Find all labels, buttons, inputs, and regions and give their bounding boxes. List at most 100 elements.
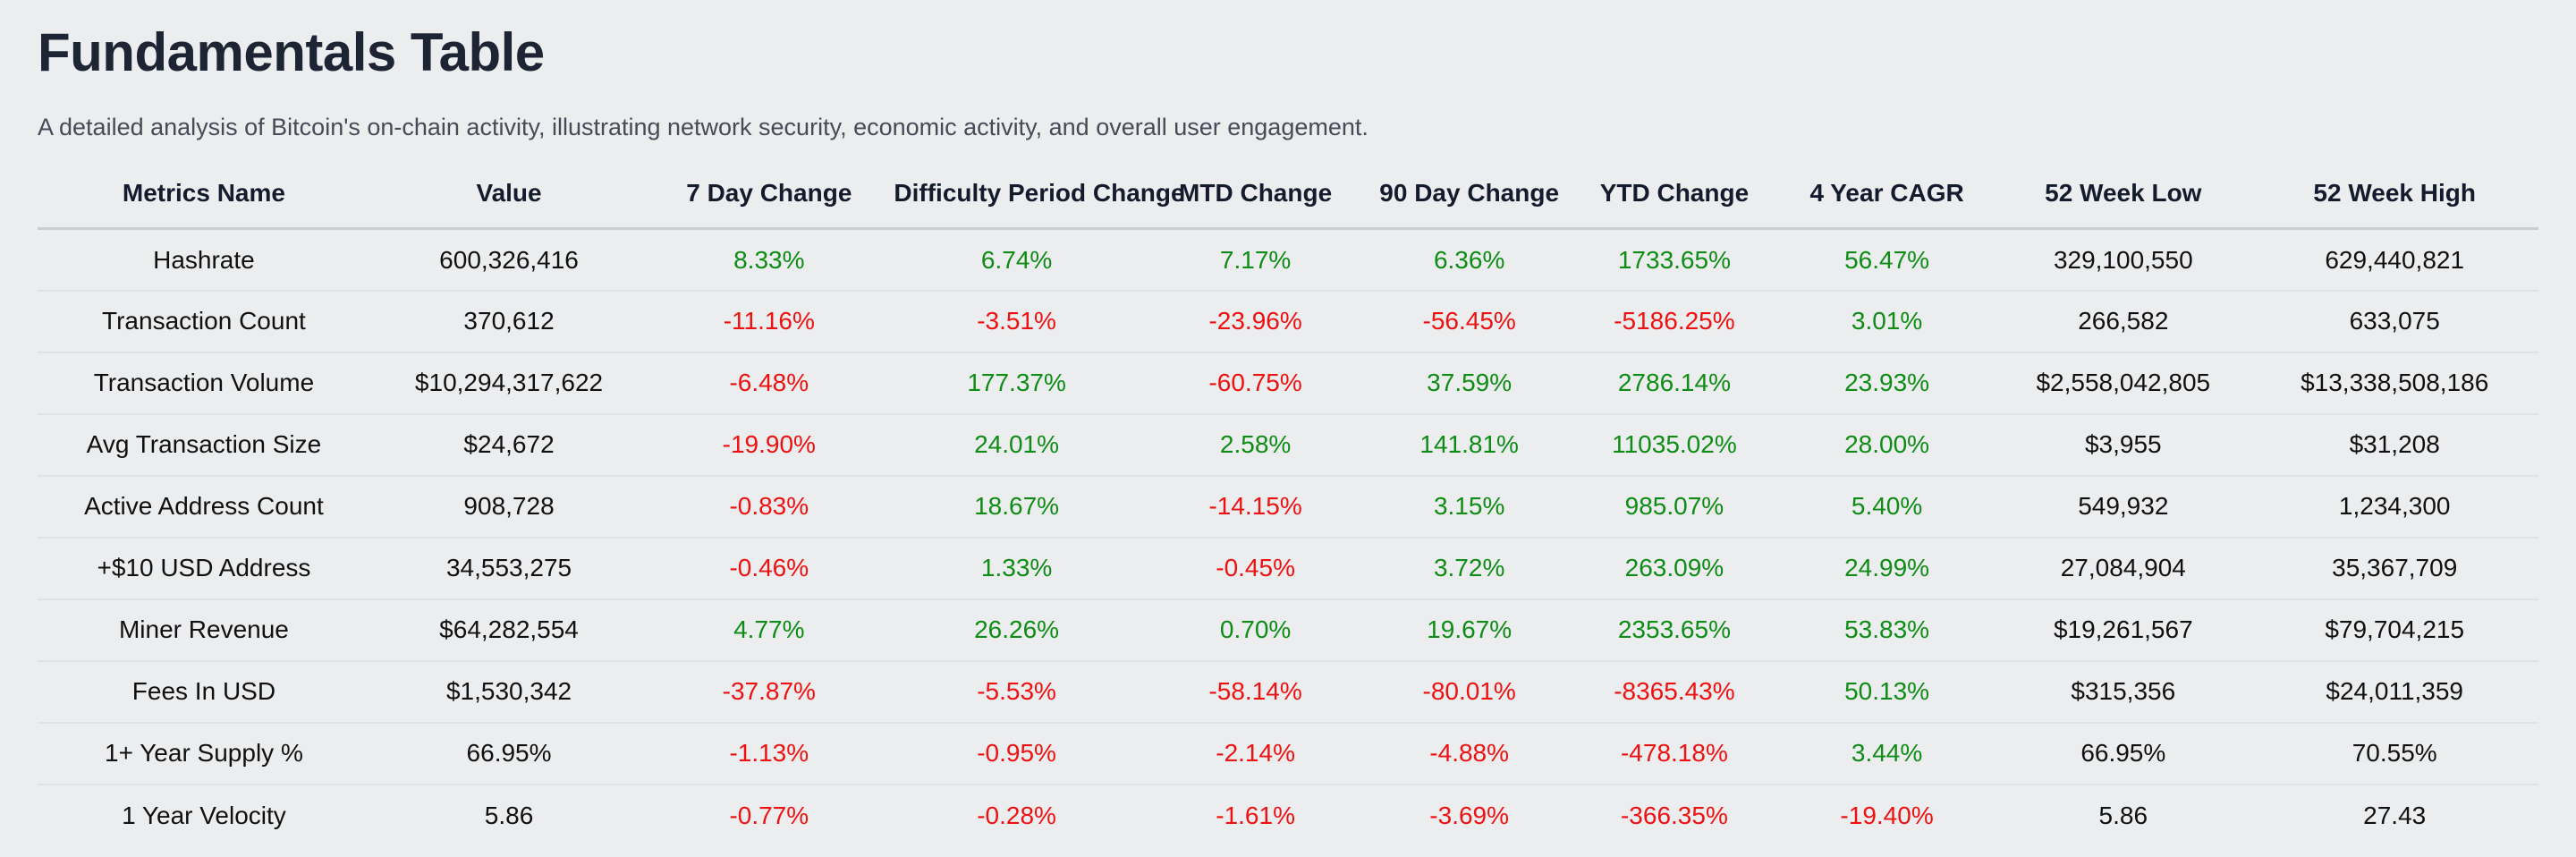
- metric-name-cell: Miner Revenue: [38, 598, 370, 662]
- metric-value-cell: -0.45%: [1142, 537, 1368, 600]
- metric-value-cell: 53.83%: [1777, 598, 1996, 662]
- metric-value-cell: 66.95%: [369, 722, 648, 785]
- page-subtitle: A detailed analysis of Bitcoin's on-chai…: [38, 114, 1368, 140]
- table-row: +$10 USD Address 34,553,275 -0.46% 1.33% -0.…: [38, 537, 2538, 600]
- metric-value-cell: 6.74%: [890, 228, 1143, 292]
- metric-value-cell: -0.28%: [977, 801, 1056, 829]
- metric-value-cell: -1.61%: [1216, 801, 1295, 829]
- metric-value-cell: 24.99%: [1777, 537, 1996, 600]
- metric-value-cell: 24.01%: [890, 413, 1143, 477]
- metric-value-cell: -14.15%: [1142, 475, 1368, 539]
- metric-value-cell: -0.46%: [648, 537, 891, 600]
- metric-value-cell: 266,582: [1996, 290, 2251, 353]
- column-header-52-week-high[interactable]: 52 Week High: [2250, 174, 2538, 231]
- metric-value-cell: 1.33%: [890, 537, 1143, 600]
- metric-value-cell: 66.95%: [1996, 722, 2251, 785]
- table-row: Transaction Volume $10,294,317,622 -6.48% 1…: [38, 352, 2538, 415]
- metric-value-cell: 11035.02%: [1570, 413, 1778, 477]
- table-row: 1 Year Velocity 5.86 -0.77% -0.28% -1.61% -3.…: [38, 785, 2538, 846]
- metric-value-cell: 1,234,300: [2250, 475, 2538, 539]
- metric-value-cell: -5.53%: [890, 660, 1143, 724]
- metric-value-cell: 3.44%: [1777, 722, 1996, 785]
- metric-value-cell: 370,612: [369, 290, 648, 353]
- metric-name-cell: Fees In USD: [38, 660, 370, 724]
- table-row: Hashrate 600,326,416 8.33% 6.74% 7.17% 6.36% 1…: [38, 228, 2538, 292]
- metric-value-cell: -19.40%: [1840, 801, 1934, 829]
- column-header-90-day-change[interactable]: 90 Day Change: [1368, 174, 1571, 231]
- metric-value-cell: $64,282,554: [369, 598, 648, 662]
- metric-value-cell: 18.67%: [890, 475, 1143, 539]
- metric-value-cell: -37.87%: [648, 660, 891, 724]
- metric-value-cell: 141.81%: [1368, 413, 1571, 477]
- metric-value-cell: 34,553,275: [369, 537, 648, 600]
- metric-value-cell: 8.33%: [648, 228, 891, 292]
- column-header-mtd-change[interactable]: MTD Change: [1142, 174, 1368, 231]
- metric-value-cell: 26.26%: [890, 598, 1143, 662]
- metric-value-cell: 0.70%: [1142, 598, 1368, 662]
- metric-value-cell: 70.55%: [2250, 722, 2538, 785]
- metric-value-cell: 633,075: [2250, 290, 2538, 353]
- table-row: Miner Revenue $64,282,554 4.77% 26.26% 0.70%…: [38, 598, 2538, 662]
- table-row: Active Address Count 908,728 -0.83% 18.67% -…: [38, 475, 2538, 539]
- column-header-4-year-cagr[interactable]: 4 Year CAGR: [1777, 174, 1996, 231]
- metric-value-cell: 56.47%: [1777, 228, 1996, 292]
- metric-value-cell: -3.51%: [890, 290, 1143, 353]
- metric-value-cell: 985.07%: [1570, 475, 1778, 539]
- metric-value-cell: -56.45%: [1368, 290, 1571, 353]
- metric-value-cell: 37.59%: [1368, 352, 1571, 415]
- table-body: Hashrate 600,326,416 8.33% 6.74% 7.17% 6.36% 1…: [38, 228, 2538, 846]
- metric-value-cell: 2786.14%: [1570, 352, 1778, 415]
- metric-value-cell: -8365.43%: [1570, 660, 1778, 724]
- metric-value-cell: 2.58%: [1142, 413, 1368, 477]
- column-header-difficulty-period-change[interactable]: Difficulty Period Change: [890, 174, 1185, 231]
- metric-value-cell: 7.17%: [1142, 228, 1368, 292]
- table-row: Avg Transaction Size $24,672 -19.90% 24.01%…: [38, 413, 2538, 477]
- column-header-52-week-low[interactable]: 52 Week Low: [1996, 174, 2251, 231]
- metric-value-cell: -19.90%: [648, 413, 891, 477]
- metric-value-cell: $10,294,317,622: [369, 352, 648, 415]
- metric-value-cell: -0.77%: [729, 801, 809, 829]
- metric-value-cell: -5186.25%: [1570, 290, 1778, 353]
- metric-value-cell: -6.48%: [648, 352, 891, 415]
- metric-name-cell: Avg Transaction Size: [38, 413, 370, 477]
- metric-value-cell: -80.01%: [1368, 660, 1571, 724]
- column-header-value[interactable]: Value: [369, 174, 648, 231]
- metric-value-cell: 549,932: [1996, 475, 2251, 539]
- column-header-7-day-change[interactable]: 7 Day Change: [648, 174, 891, 231]
- metric-value-cell: -11.16%: [648, 290, 891, 353]
- column-header-ytd-change[interactable]: YTD Change: [1570, 174, 1778, 231]
- metric-value-cell: 27,084,904: [1996, 537, 2251, 600]
- metric-value-cell: -3.69%: [1429, 801, 1510, 829]
- metric-value-cell: -1.13%: [648, 722, 891, 785]
- metric-value-cell: 5.40%: [1777, 475, 1996, 539]
- metric-value-cell: -4.88%: [1368, 722, 1571, 785]
- metric-value-cell: $1,530,342: [369, 660, 648, 724]
- metric-name-cell: 1+ Year Supply %: [38, 722, 370, 785]
- metric-value-cell: 908,728: [369, 475, 648, 539]
- metric-value-cell: 2353.65%: [1570, 598, 1778, 662]
- metric-name-cell: +$10 USD Address: [38, 537, 370, 600]
- metric-value-cell: 5.86: [484, 801, 534, 829]
- metric-value-cell: 19.67%: [1368, 598, 1571, 662]
- metric-value-cell: $3,955: [1996, 413, 2251, 477]
- column-header-metrics-name[interactable]: Metrics Name: [38, 174, 370, 231]
- page-title: Fundamentals Table: [38, 22, 545, 82]
- metric-name-cell: Transaction Volume: [38, 352, 370, 415]
- metric-name-cell: 1 Year Velocity: [122, 801, 286, 829]
- metric-value-cell: -23.96%: [1142, 290, 1368, 353]
- metric-name-cell: Hashrate: [38, 228, 370, 292]
- metric-value-cell: 3.01%: [1777, 290, 1996, 353]
- metric-value-cell: $13,338,508,186: [2250, 352, 2538, 415]
- metric-value-cell: -366.35%: [1620, 801, 1728, 829]
- metric-value-cell: 3.15%: [1368, 475, 1571, 539]
- metric-value-cell: 50.13%: [1777, 660, 1996, 724]
- metric-value-cell: $79,704,215: [2250, 598, 2538, 662]
- metric-value-cell: 329,100,550: [1996, 228, 2251, 292]
- metric-value-cell: -58.14%: [1142, 660, 1368, 724]
- metric-value-cell: -60.75%: [1142, 352, 1368, 415]
- metric-value-cell: 177.37%: [890, 352, 1143, 415]
- metric-value-cell: $24,011,359: [2250, 660, 2538, 724]
- metric-value-cell: $2,558,042,805: [1996, 352, 2251, 415]
- metric-value-cell: $24,672: [369, 413, 648, 477]
